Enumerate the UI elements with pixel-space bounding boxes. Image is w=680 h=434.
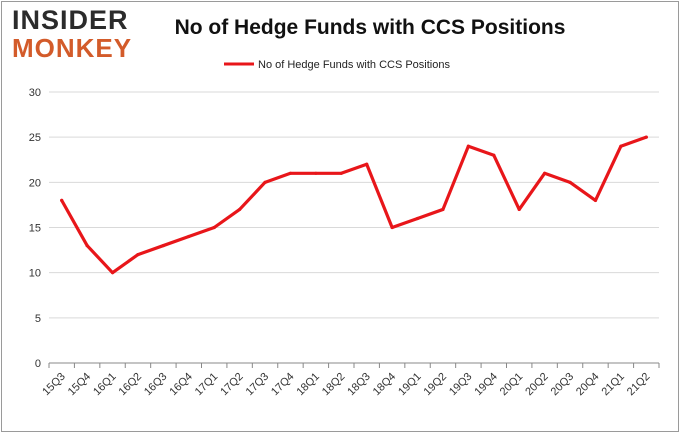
x-tick-label: 20Q2 — [523, 371, 551, 399]
data-point — [212, 225, 216, 230]
x-tick-label: 17Q1 — [193, 371, 221, 399]
data-point — [60, 198, 64, 202]
x-tick-label: 21Q2 — [625, 371, 653, 399]
data-point — [365, 162, 369, 166]
series-layer — [60, 135, 648, 275]
x-tick-label: 16Q1 — [91, 371, 119, 399]
data-point — [415, 216, 420, 221]
data-point — [517, 207, 521, 212]
data-point — [644, 135, 648, 139]
logo-line-2: MONKEY — [12, 33, 133, 63]
data-point — [263, 180, 267, 184]
y-tick-label: 0 — [35, 358, 41, 370]
y-tick-label: 20 — [29, 177, 41, 189]
x-tick-label: 17Q2 — [218, 371, 246, 399]
data-point — [390, 225, 394, 230]
axes: 0 5 10 15 20 25 30 15Q315Q416Q116Q216Q316Q417Q1… — [29, 87, 660, 399]
data-point — [619, 144, 623, 148]
legend-label: No of Hedge Funds with CCS Positions — [258, 59, 450, 71]
chart-title: No of Hedge Funds with CCS Positions — [174, 16, 566, 39]
x-tick-label: 16Q4 — [167, 371, 195, 399]
data-point — [568, 180, 572, 184]
x-tick-label: 19Q2 — [422, 371, 450, 399]
data-point — [593, 198, 598, 202]
logo-line-1: INSIDER — [12, 5, 129, 35]
data-point — [441, 207, 445, 212]
x-tick-label: 18Q3 — [345, 371, 373, 399]
data-point — [110, 271, 115, 275]
data-point — [161, 243, 165, 248]
x-tick-label: 18Q4 — [371, 371, 399, 399]
x-tick-label: 18Q2 — [320, 371, 348, 399]
data-point — [314, 171, 318, 175]
x-tick-label: 16Q2 — [117, 371, 145, 399]
x-tick-label: 19Q3 — [447, 371, 475, 399]
x-tick-label: 17Q3 — [244, 371, 272, 399]
data-point — [136, 253, 140, 257]
data-point — [187, 234, 191, 239]
y-tick-label: 5 — [35, 313, 41, 325]
gridlines — [49, 91, 659, 319]
data-point — [85, 243, 89, 248]
x-tick-label: 15Q4 — [66, 371, 94, 399]
insider-monkey-logo: INSIDER MONKEY — [12, 5, 133, 63]
data-point — [492, 153, 496, 157]
data-point — [238, 207, 242, 212]
x-tick-label: 20Q3 — [549, 371, 577, 399]
x-tick-label: 19Q1 — [396, 371, 424, 399]
x-tick-label: 15Q3 — [40, 371, 68, 399]
x-tick-label: 18Q1 — [294, 371, 322, 399]
y-tick-label: 25 — [29, 132, 41, 144]
data-point — [466, 144, 470, 148]
data-point — [288, 171, 293, 175]
x-tick-label: 20Q1 — [498, 371, 526, 399]
data-point — [543, 171, 547, 175]
x-tick-label: 20Q4 — [574, 371, 602, 399]
x-tick-label: 21Q1 — [599, 371, 627, 399]
x-tick-label: 16Q3 — [142, 371, 170, 399]
legend: No of Hedge Funds with CCS Positions — [224, 59, 450, 71]
x-tick-label: 19Q4 — [472, 371, 500, 399]
series-line — [60, 135, 648, 275]
x-tick-label: 17Q4 — [269, 371, 297, 399]
y-tick-label: 30 — [29, 87, 41, 99]
y-tick-label: 10 — [29, 268, 41, 280]
y-tick-label: 15 — [29, 223, 41, 235]
data-point — [339, 171, 343, 175]
